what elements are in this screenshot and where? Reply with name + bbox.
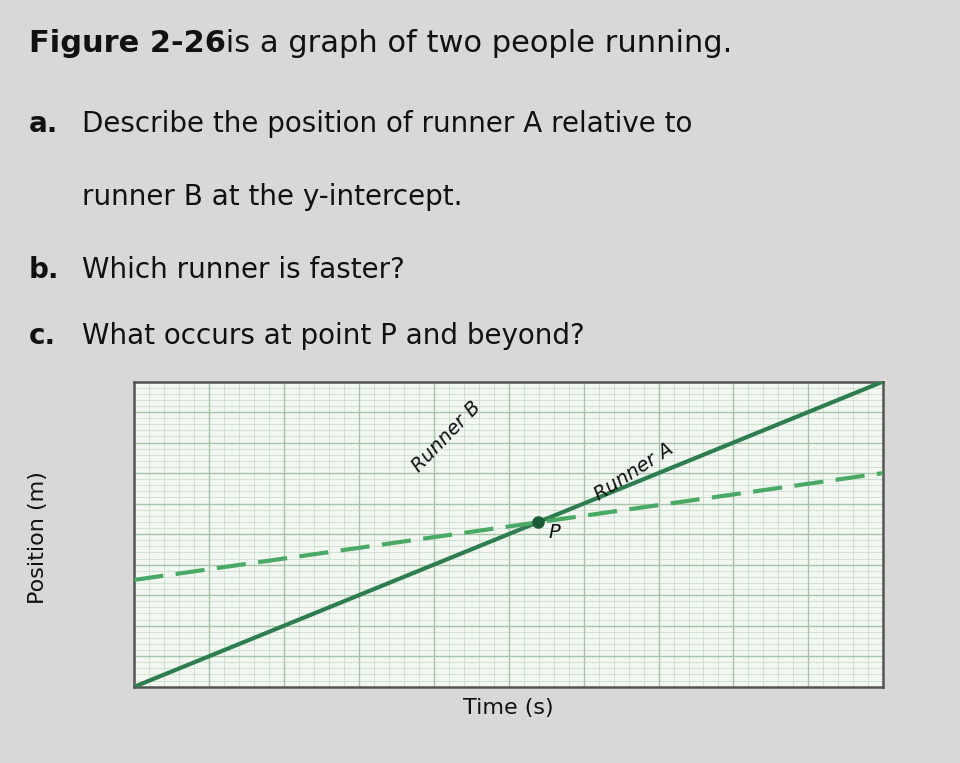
- Text: b.: b.: [29, 256, 60, 285]
- Text: c.: c.: [29, 322, 56, 350]
- Text: P: P: [549, 523, 561, 542]
- Text: What occurs at point P and beyond?: What occurs at point P and beyond?: [82, 322, 585, 350]
- Text: is a graph of two people running.: is a graph of two people running.: [216, 29, 732, 58]
- Text: Runner A: Runner A: [590, 439, 677, 504]
- Text: Describe the position of runner A relative to: Describe the position of runner A relati…: [82, 110, 692, 138]
- Text: Which runner is faster?: Which runner is faster?: [82, 256, 404, 285]
- X-axis label: Time (s): Time (s): [464, 698, 554, 718]
- Text: Runner B: Runner B: [408, 398, 485, 476]
- Text: Figure 2-26: Figure 2-26: [29, 29, 226, 58]
- Text: Position (m): Position (m): [29, 472, 48, 604]
- Text: a.: a.: [29, 110, 59, 138]
- Text: runner B at the y-intercept.: runner B at the y-intercept.: [82, 183, 462, 211]
